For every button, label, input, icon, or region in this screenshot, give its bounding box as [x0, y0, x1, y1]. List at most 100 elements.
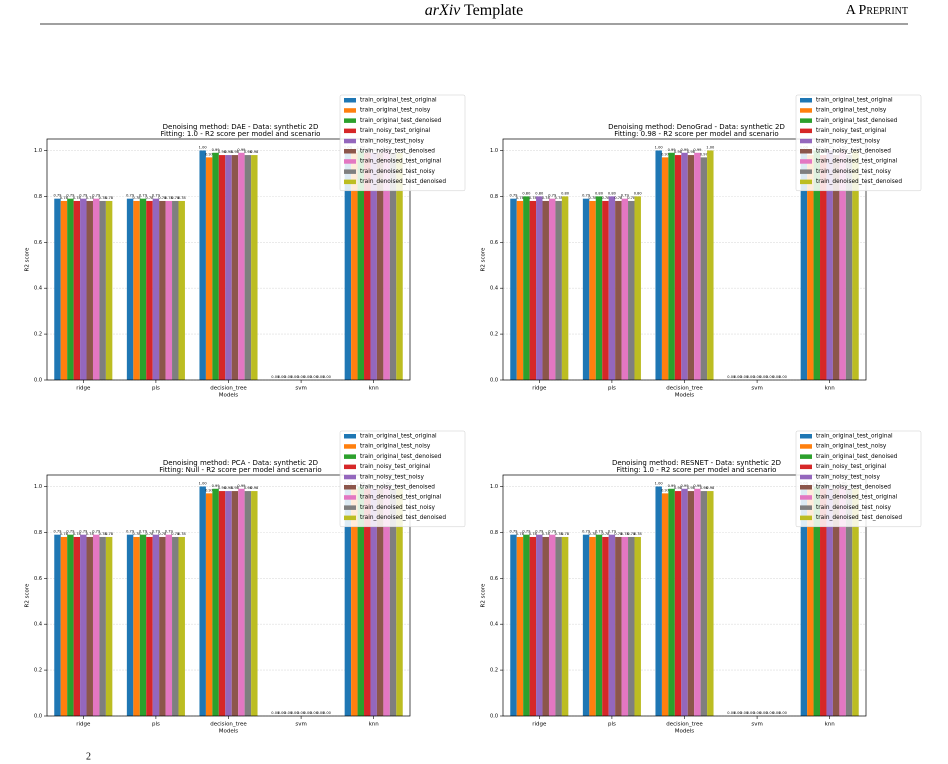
value-label: 0.98 [244, 150, 253, 154]
x-tick-label: pls [152, 722, 160, 728]
bar [694, 488, 701, 716]
bar [364, 488, 371, 716]
y-tick-label: 0.8 [490, 530, 498, 536]
bar [357, 150, 365, 380]
y-tick-label: 0.0 [490, 714, 498, 720]
legend-swatch [800, 128, 812, 134]
header-title: arXiv Template [425, 2, 524, 19]
x-tick-label: knn [825, 722, 836, 728]
value-label: 0.98 [218, 486, 227, 490]
value-label: 0.78 [165, 196, 174, 200]
legend-label: train_denoised_test_denoised [816, 179, 902, 185]
bar [251, 155, 258, 380]
y-tick-label: 0.0 [34, 714, 42, 720]
bar [238, 488, 245, 716]
value-label: 0.80 [535, 191, 544, 195]
value-label: 0.99 [668, 148, 677, 152]
x-tick-label: decision_tree [210, 722, 247, 728]
value-label: 0.80 [561, 191, 570, 195]
value-label: 0.80 [522, 191, 531, 195]
value-label: 0.00 [323, 375, 332, 379]
axes-frame [46, 474, 411, 717]
legend-swatch [800, 454, 812, 459]
x-axis-label: Models [675, 729, 695, 735]
legend-swatch [800, 474, 812, 480]
value-label: 0.78 [627, 196, 636, 200]
y-tick-label: 0.0 [34, 378, 42, 384]
bar [674, 155, 682, 380]
bar [674, 491, 682, 716]
legend-swatch [800, 179, 812, 185]
legend-label: train_noisy_test_original [816, 464, 887, 470]
x-axis-label: Models [219, 729, 239, 735]
bar [396, 152, 403, 380]
value-label: 0.78 [73, 532, 82, 536]
bar [608, 534, 616, 716]
legend-label: train_original_test_denoised [816, 118, 898, 124]
bar [681, 488, 688, 716]
bar [133, 536, 140, 716]
value-label: 0.98 [231, 486, 240, 490]
bar [621, 536, 629, 716]
bar [628, 536, 635, 716]
value-label: 0.80 [595, 191, 604, 195]
value-label: 0.78 [601, 532, 610, 536]
chart-title: Denoising method: PCA - Data: synthetic … [163, 459, 318, 467]
value-label: 0.99 [680, 484, 689, 488]
legend-swatch [344, 108, 356, 113]
value-label: 0.00 [278, 711, 287, 715]
value-label: 0.00 [734, 375, 743, 379]
bar [165, 534, 173, 716]
bar [582, 198, 590, 380]
value-label: 0.78 [60, 532, 69, 536]
bar [661, 493, 669, 716]
value-label: 0.00 [316, 375, 325, 379]
value-label: 0.00 [772, 711, 781, 715]
legend-swatch [344, 454, 356, 459]
bar [159, 536, 166, 716]
value-label: 0.78 [99, 532, 108, 536]
bar [139, 198, 147, 380]
bar [510, 534, 517, 716]
y-tick-label: 0.2 [490, 668, 498, 674]
bar [820, 155, 827, 380]
bar [139, 534, 147, 716]
legend-swatch [800, 485, 812, 490]
bar [555, 536, 562, 716]
legend-label: train_denoised_test_original [816, 495, 898, 501]
bar [681, 152, 688, 380]
value-label: 0.97 [205, 488, 213, 492]
value-label: 0.98 [218, 150, 227, 154]
chart: 0.00.20.40.60.81.0ridge0.790.780.800.780… [481, 94, 922, 399]
value-label: 0.79 [152, 194, 161, 198]
value-label: 0.00 [760, 375, 769, 379]
y-tick-label: 0.4 [490, 286, 498, 292]
value-label: 0.79 [548, 530, 557, 534]
value-label: 0.00 [304, 711, 313, 715]
value-label: 0.98 [224, 486, 233, 490]
legend-label: train_denoised_test_noisy [360, 169, 436, 175]
bar [700, 157, 708, 380]
bar [668, 152, 675, 380]
value-label: 0.00 [284, 711, 293, 715]
bar [523, 534, 530, 716]
bar [73, 536, 81, 716]
y-tick-label: 0.2 [34, 668, 42, 674]
bar [615, 536, 622, 716]
y-tick-label: 0.6 [34, 240, 42, 246]
value-label: 0.79 [621, 194, 630, 198]
value-label: 0.00 [291, 375, 300, 379]
value-label: 0.78 [634, 532, 643, 536]
value-label: 0.78 [158, 196, 167, 200]
axes-frame [502, 138, 867, 381]
chart-subtitle: Fitting: 1.0 - R2 score per model and sc… [617, 466, 777, 474]
value-label: 0.78 [601, 196, 610, 200]
bar [396, 488, 403, 716]
value-label: 0.00 [740, 711, 749, 715]
value-label: 0.78 [171, 196, 180, 200]
legend-label: train_noisy_test_denoised [816, 149, 891, 155]
bar [92, 198, 100, 380]
value-label: 0.78 [555, 532, 564, 536]
bar [80, 534, 87, 716]
